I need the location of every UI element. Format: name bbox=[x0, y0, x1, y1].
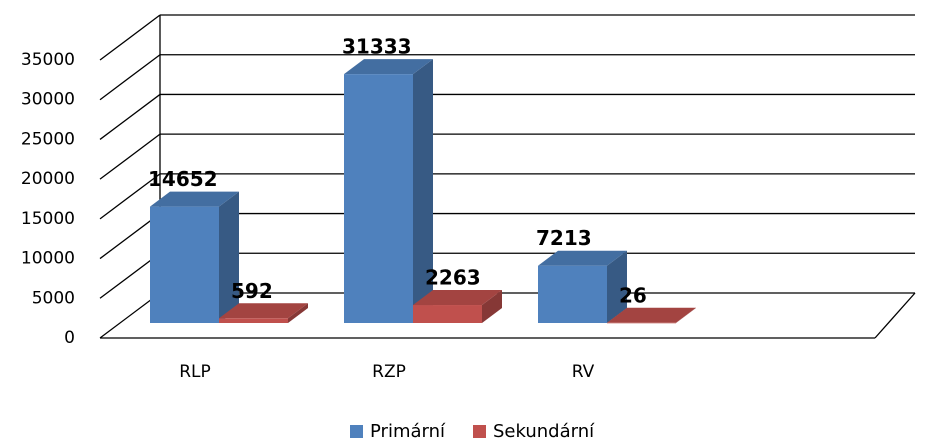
y-tick-label: 30000 bbox=[21, 90, 75, 110]
x-tick-label: RZP bbox=[372, 362, 406, 382]
bar-side bbox=[482, 290, 502, 323]
bar bbox=[219, 318, 288, 323]
bar-top bbox=[538, 250, 627, 266]
data-label: 14652 bbox=[148, 167, 218, 191]
grid-line bbox=[99, 93, 161, 140]
data-label: 7213 bbox=[536, 226, 592, 250]
bar-side bbox=[413, 59, 433, 323]
bar bbox=[607, 322, 676, 324]
bar bbox=[413, 305, 482, 323]
data-label: 31333 bbox=[342, 35, 412, 59]
y-tick-label: 35000 bbox=[21, 50, 75, 70]
x-tick-label: RLP bbox=[179, 362, 211, 382]
y-tick-label: 5000 bbox=[32, 288, 75, 308]
y-tick-label: 20000 bbox=[21, 169, 75, 189]
data-label: 2263 bbox=[425, 266, 481, 290]
legend-label: Sekundární bbox=[493, 421, 595, 441]
legend-swatch bbox=[473, 425, 486, 438]
x-tick-label: RV bbox=[572, 362, 595, 382]
data-label: 26 bbox=[619, 283, 647, 307]
legend-swatch bbox=[350, 425, 363, 438]
bar-top bbox=[219, 303, 308, 319]
bar-side bbox=[607, 250, 627, 323]
data-label: 592 bbox=[231, 279, 273, 303]
legend-label: Primární bbox=[370, 421, 446, 441]
bar-top bbox=[150, 191, 239, 207]
bar-top bbox=[607, 307, 696, 323]
bar-side bbox=[219, 191, 239, 323]
grid-line bbox=[99, 173, 161, 220]
y-tick-label: 25000 bbox=[21, 129, 75, 149]
grid-line bbox=[99, 14, 161, 61]
floor-edge bbox=[874, 292, 916, 339]
y-tick-label: 0 bbox=[64, 328, 75, 348]
grid-line bbox=[99, 133, 161, 180]
bar-side bbox=[288, 303, 308, 323]
y-tick-label: 15000 bbox=[21, 209, 75, 229]
bar bbox=[344, 74, 413, 323]
y-tick-label: 10000 bbox=[21, 249, 75, 269]
bar bbox=[150, 206, 219, 323]
bar-top bbox=[413, 290, 502, 306]
bar-side bbox=[676, 307, 696, 323]
bar-top bbox=[344, 59, 433, 75]
bar bbox=[538, 265, 607, 323]
grid-line bbox=[99, 54, 161, 101]
